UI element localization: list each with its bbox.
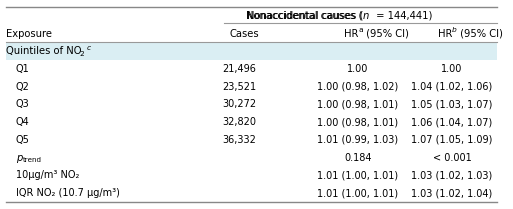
Text: 1.00 (0.98, 1.02): 1.00 (0.98, 1.02) xyxy=(318,82,399,92)
Text: = 144,441): = 144,441) xyxy=(372,11,432,21)
Text: 1.07 (1.05, 1.09): 1.07 (1.05, 1.09) xyxy=(411,135,493,145)
Text: 23,521: 23,521 xyxy=(222,82,256,92)
Text: 1.01 (0.99, 1.03): 1.01 (0.99, 1.03) xyxy=(318,135,399,145)
Text: (95% CI): (95% CI) xyxy=(363,29,409,38)
Text: 0.184: 0.184 xyxy=(344,153,372,163)
Text: Q5: Q5 xyxy=(16,135,30,145)
Text: b: b xyxy=(452,27,457,33)
Text: Exposure: Exposure xyxy=(6,29,52,38)
Text: 1.03 (1.02, 1.04): 1.03 (1.02, 1.04) xyxy=(411,188,492,198)
Text: 1.00 (0.98, 1.01): 1.00 (0.98, 1.01) xyxy=(318,117,399,127)
Text: HR: HR xyxy=(438,29,452,38)
Text: 1.06 (1.04, 1.07): 1.06 (1.04, 1.07) xyxy=(411,117,492,127)
Text: 32,820: 32,820 xyxy=(223,117,256,127)
Text: Nonaccidental causes (: Nonaccidental causes ( xyxy=(247,11,363,21)
Text: 1.03 (1.02, 1.03): 1.03 (1.02, 1.03) xyxy=(411,171,492,180)
Text: < 0.001: < 0.001 xyxy=(432,153,471,163)
Text: 36,332: 36,332 xyxy=(223,135,256,145)
Text: HR: HR xyxy=(344,29,358,38)
Text: Cases: Cases xyxy=(229,29,259,38)
Text: Nonaccidental causes (: Nonaccidental causes ( xyxy=(246,11,363,21)
Text: 1.05 (1.03, 1.07): 1.05 (1.03, 1.07) xyxy=(411,99,493,110)
Text: (95% CI): (95% CI) xyxy=(457,29,503,38)
Text: 1.01 (1.00, 1.01): 1.01 (1.00, 1.01) xyxy=(318,188,399,198)
Text: 1.01 (1.00, 1.01): 1.01 (1.00, 1.01) xyxy=(318,171,399,180)
Text: Q2: Q2 xyxy=(16,82,30,92)
Text: n: n xyxy=(363,11,369,21)
Text: Q1: Q1 xyxy=(16,64,29,74)
Text: IQR NO₂ (10.7 μg/m³): IQR NO₂ (10.7 μg/m³) xyxy=(16,188,120,198)
Text: p: p xyxy=(16,153,22,163)
Text: 10μg/m³ NO₂: 10μg/m³ NO₂ xyxy=(16,171,79,180)
Text: 1.04 (1.02, 1.06): 1.04 (1.02, 1.06) xyxy=(411,82,492,92)
Text: 1.00 (0.98, 1.01): 1.00 (0.98, 1.01) xyxy=(318,99,399,110)
Text: 2: 2 xyxy=(80,51,85,57)
Text: 21,496: 21,496 xyxy=(223,64,256,74)
Text: trend: trend xyxy=(23,157,42,163)
Text: 1.00: 1.00 xyxy=(441,64,463,74)
Text: c: c xyxy=(87,45,91,51)
Text: 1.00: 1.00 xyxy=(347,64,369,74)
Bar xyxy=(6,42,497,60)
Text: 30,272: 30,272 xyxy=(222,99,256,110)
Text: Q4: Q4 xyxy=(16,117,29,127)
Text: Q3: Q3 xyxy=(16,99,29,110)
Text: a: a xyxy=(358,27,363,33)
Text: Quintiles of NO: Quintiles of NO xyxy=(6,46,81,56)
